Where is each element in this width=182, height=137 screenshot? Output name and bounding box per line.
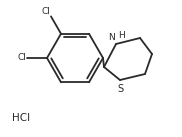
Text: Cl: Cl xyxy=(17,54,26,62)
Text: H: H xyxy=(118,31,125,40)
Text: Cl: Cl xyxy=(41,7,50,16)
Text: N: N xyxy=(108,33,115,42)
Text: HCl: HCl xyxy=(12,113,30,123)
Text: S: S xyxy=(117,84,123,94)
